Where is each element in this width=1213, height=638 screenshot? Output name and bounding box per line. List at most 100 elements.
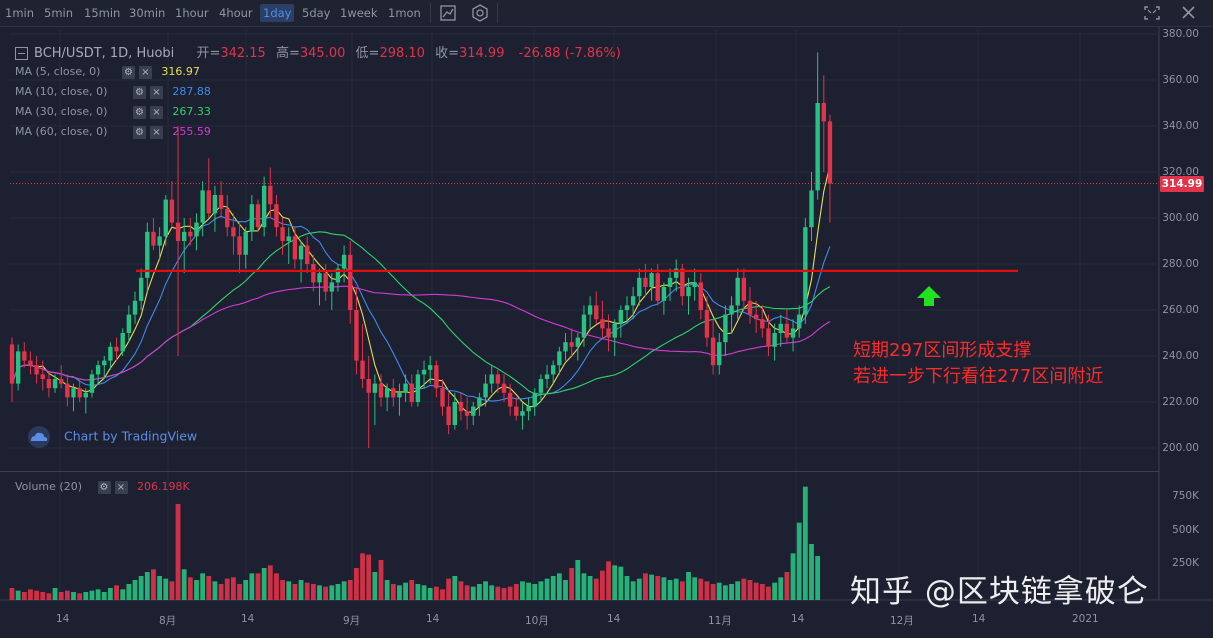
- timeframe-30min[interactable]: 30min: [129, 6, 166, 20]
- ma60-legend[interactable]: MA (60, close, 0) ⚙ × 255.59: [15, 125, 211, 139]
- candle-body: [600, 319, 605, 329]
- volume-bar: [89, 590, 95, 600]
- timeframe-1week[interactable]: 1week: [340, 6, 378, 20]
- tradingview-brand[interactable]: Chart by TradingView: [24, 426, 197, 448]
- timeframe-1min[interactable]: 1min: [5, 6, 35, 20]
- timeframe-1day[interactable]: 1day: [260, 4, 295, 22]
- candle-body: [169, 199, 175, 223]
- candle-body: [409, 383, 414, 402]
- volume-bar: [433, 586, 439, 600]
- volume-bar: [550, 576, 556, 600]
- collapse-legend-icon[interactable]: [15, 47, 28, 60]
- candle-body: [305, 245, 310, 264]
- volume-bar: [643, 573, 648, 600]
- fullscreen-icon[interactable]: [1141, 3, 1163, 23]
- candle-body: [532, 392, 537, 407]
- indicators-icon[interactable]: [469, 3, 491, 23]
- volume-bar: [194, 580, 199, 600]
- brand-label: Chart by TradingView: [64, 428, 198, 444]
- toolbar: 1min 5min 15min 30min 1hour 4hour 1day 5…: [0, 0, 1213, 27]
- volume-bar: [753, 582, 759, 600]
- volume-bar: [317, 585, 322, 600]
- candle-body: [674, 268, 679, 278]
- candle-body: [827, 121, 833, 184]
- candle-body: [698, 282, 703, 310]
- date-tick: 8月: [159, 615, 177, 627]
- candle-body: [354, 310, 359, 361]
- date-tick: 14: [426, 613, 440, 625]
- remove-icon[interactable]: ×: [149, 105, 163, 119]
- ma5-label: MA (5, close, 0): [15, 65, 101, 78]
- low-value: 298.10: [379, 46, 425, 61]
- symbol-title: BCH/USDT, 1D, Huobi: [34, 46, 175, 61]
- remove-icon[interactable]: ×: [114, 480, 128, 494]
- price-tick: 340.00: [1162, 120, 1199, 132]
- candle-body: [108, 346, 113, 361]
- volume-bar: [458, 581, 464, 600]
- date-tick: 9月: [343, 615, 361, 627]
- volume-bar: [138, 576, 144, 600]
- candle-body: [298, 245, 304, 260]
- candle-body: [102, 360, 107, 366]
- candle-body: [157, 236, 162, 246]
- candle-body: [378, 383, 384, 398]
- settings-icon[interactable]: ⚙: [132, 105, 146, 119]
- timeframe-1mon[interactable]: 1mon: [388, 6, 421, 20]
- ma10-legend[interactable]: MA (10, close, 0) ⚙ × 287.88: [15, 85, 211, 99]
- settings-icon[interactable]: ⚙: [97, 480, 111, 494]
- timeframe-1hour[interactable]: 1hour: [175, 6, 209, 20]
- high-label: 高=: [275, 46, 300, 61]
- volume-legend[interactable]: Volume (20) ⚙ × 206.198K: [15, 480, 190, 494]
- candle-body: [341, 254, 347, 269]
- volume-bar: [77, 593, 83, 600]
- volume-bar: [206, 576, 212, 600]
- remove-icon[interactable]: ×: [149, 85, 163, 99]
- volume-tick: 250K: [1172, 557, 1199, 569]
- timeframe-15min[interactable]: 15min: [84, 6, 121, 20]
- ma30-value: 267.33: [172, 105, 211, 118]
- timeframe-4hour[interactable]: 4hour: [219, 6, 253, 20]
- close-icon[interactable]: [1178, 3, 1200, 23]
- volume-bar: [587, 576, 593, 600]
- candle-body: [212, 195, 218, 214]
- candle-body: [261, 185, 267, 228]
- remove-icon[interactable]: ×: [149, 125, 163, 139]
- volume-bar: [286, 581, 292, 600]
- volume-bar: [600, 570, 605, 600]
- volume-bar: [83, 592, 89, 600]
- candle-body: [243, 231, 248, 255]
- candle-body: [784, 323, 790, 338]
- volume-pane-divider[interactable]: [0, 471, 1159, 472]
- ma60-line: [11, 285, 831, 384]
- chart-type-icon[interactable]: [438, 3, 460, 23]
- settings-icon[interactable]: ⚙: [132, 85, 146, 99]
- timeframe-5min[interactable]: 5min: [44, 6, 74, 20]
- ma30-legend[interactable]: MA (30, close, 0) ⚙ × 267.33: [15, 105, 211, 119]
- volume-bar: [390, 584, 396, 600]
- candle-body: [120, 333, 125, 352]
- candle-body: [34, 365, 39, 375]
- volume-bar: [772, 582, 777, 600]
- volume-bar: [21, 592, 27, 600]
- volume-tick: 750K: [1172, 490, 1199, 502]
- volume-bar: [200, 573, 206, 600]
- volume-bar: [108, 588, 113, 600]
- candle-body: [569, 342, 574, 347]
- timeframe-5day[interactable]: 5day: [302, 6, 331, 20]
- ma5-legend[interactable]: MA (5, close, 0) ⚙ × 316.97: [15, 65, 200, 79]
- volume-bar: [249, 573, 255, 600]
- candle-body: [175, 222, 181, 241]
- candle-body: [753, 314, 759, 320]
- settings-icon[interactable]: ⚙: [132, 125, 146, 139]
- settings-icon[interactable]: ⚙: [121, 65, 135, 79]
- remove-icon[interactable]: ×: [138, 65, 152, 79]
- analysis-annotation: 短期297区间形成支撑 若进一步下行看往277区间附近: [853, 338, 1103, 390]
- volume-bar: [52, 588, 58, 600]
- volume-bar: [716, 582, 722, 600]
- candle-body: [575, 337, 580, 347]
- price-tick: 280.00: [1162, 258, 1199, 270]
- volume-bar: [304, 582, 310, 600]
- candle-body: [132, 300, 138, 315]
- candle-body: [249, 204, 255, 232]
